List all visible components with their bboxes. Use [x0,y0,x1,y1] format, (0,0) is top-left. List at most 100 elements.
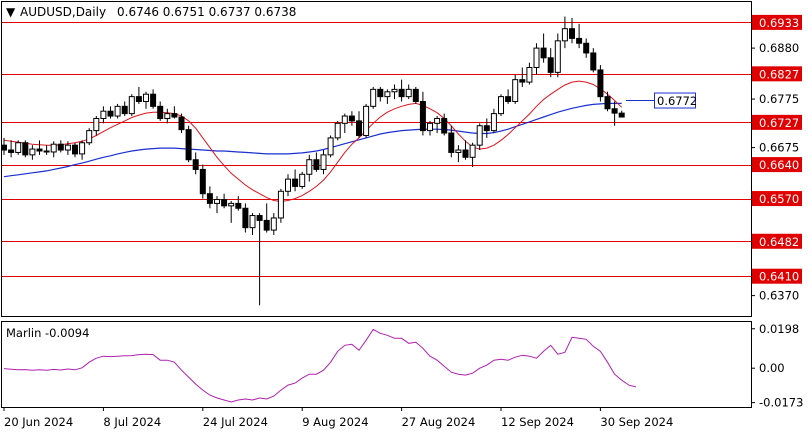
candle-body [334,122,341,139]
level-label: 0.6570 [759,192,799,206]
candle-body [114,105,121,117]
candle-body [512,79,519,102]
candle-body [370,88,377,107]
candle-body [419,100,426,132]
candle-body [526,67,533,83]
candle-body [242,207,249,229]
candle-body [476,125,483,146]
candle-body [547,57,554,73]
candle-body [249,215,256,229]
date-tick-label: 9 Aug 2024 [302,415,368,429]
oscillator-tick-label: -0.0173 [759,396,803,410]
candle-body [214,199,220,204]
candle-body [199,168,206,195]
candle-body [313,159,320,170]
candle-body [377,88,384,98]
candle-body [569,28,575,39]
candle-body [398,88,405,98]
candle-body [135,96,142,102]
date-tick-label: 20 Jun 2024 [4,415,73,429]
candle-body [29,148,36,156]
level-label: 0.6933 [759,16,799,30]
candle-body [618,112,625,118]
level-label-box [752,66,802,82]
candle-body [519,79,526,83]
ma-slow-line [3,102,622,178]
candle-body [292,178,299,187]
level-label: 0.6640 [759,158,799,172]
marlin-line [3,328,637,403]
callout-box [654,92,696,109]
level-label: 0.6482 [759,235,799,249]
candle-body [327,137,334,156]
oscillator-tick-label: 0.0198 [759,322,799,336]
candle-body [611,108,618,114]
price-callout: 0.6772 [626,92,697,109]
candle-body [363,105,370,136]
candle-body [405,88,412,98]
candle-body [128,96,135,115]
candle-body [483,125,490,132]
level-label-box [752,268,802,284]
candle-body [79,142,86,155]
level-label-box [752,114,802,130]
candle-body [604,96,611,110]
axes: 0.6880 0.6775 0.6675 0.6370 0.0198 0.00 -0.017… [3,14,803,429]
candle-body [178,116,185,131]
candle-body [256,215,263,221]
candle-body [490,113,497,132]
candle-body [320,154,327,170]
candle-body [498,96,504,115]
candle-body [171,113,178,118]
date-tick-label: 27 Aug 2024 [402,415,476,429]
candle-body [462,149,469,158]
callout-label: 0.6772 [657,94,697,108]
price-panel-frame [1,1,752,317]
candle-body [277,190,284,219]
ohlc-values: 0.6746 0.6751 0.6737 0.6738 [117,5,296,19]
candle-body [1,144,7,151]
candle-body [356,120,362,136]
candlesticks [1,16,625,306]
candle-body [150,93,157,107]
indicator-panel-frame [1,321,752,408]
candle-body [348,115,355,122]
candle-body [185,129,192,161]
candle-body [228,202,235,207]
candle-body [505,96,512,102]
candle-body [391,88,398,93]
candle-body [263,219,270,231]
candle-body [206,193,213,204]
level-label-box [752,14,802,30]
candle-body [50,143,57,153]
candle-body [221,199,228,207]
candle-body [448,132,455,153]
candle-body [285,178,291,192]
candle-body [412,88,419,102]
candle-body [427,122,433,132]
candle-body [15,142,22,153]
date-tick-label: 8 Jul 2024 [103,415,161,429]
candle-body [8,149,15,153]
price-tick-label: 0.6370 [759,289,799,303]
oscillator-tick-label: 0.00 [759,361,785,375]
candle-body [157,105,164,119]
candle-body [64,144,71,151]
triangle-down-icon[interactable]: ▼ [6,5,16,19]
date-tick-label: 12 Sep 2024 [501,415,574,429]
candle-body [384,91,391,98]
indicator-label: Marlin -0.0094 [6,326,89,340]
level-label-box [752,233,802,249]
candle-body [72,144,78,155]
candle-body [597,69,604,98]
ma-fast-line [3,80,623,203]
candle-body [121,105,128,115]
candle-body [270,217,277,231]
level-label: 0.6827 [759,67,799,81]
candle-body [235,202,242,209]
candle-body [533,47,540,69]
date-tick-label: 30 Sep 2024 [600,415,673,429]
candle-body [57,143,64,151]
oscillator [3,328,637,403]
